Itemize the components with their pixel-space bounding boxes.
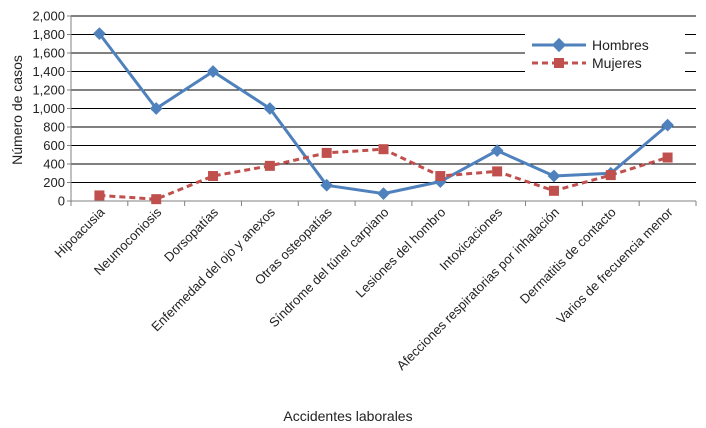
data-point-hombres xyxy=(206,65,220,78)
data-point-mujeres xyxy=(548,185,559,196)
y-tick-label: 400 xyxy=(43,157,65,172)
x-axis-title: Accidentes laborales xyxy=(283,408,412,424)
y-tick-labels: 0 200 400 600 800 1,000 1,200 1,400 1,600 1,800 2,… xyxy=(32,9,65,209)
legend-label-mujeres: Mujeres xyxy=(592,55,642,71)
legend-marker-hombres xyxy=(551,37,567,53)
data-point-hombres xyxy=(490,144,504,157)
data-point-mujeres xyxy=(208,171,219,182)
x-tick-label: Hipoacusia xyxy=(51,204,108,261)
legend-marker-mujeres xyxy=(554,58,564,68)
x-tick-labels: HipoacusiaNeumoconiosisDorsopatíasEnferm… xyxy=(51,204,676,373)
data-point-hombres xyxy=(320,178,334,192)
data-point-hombres xyxy=(377,187,390,200)
y-axis-title: Número de casos xyxy=(9,55,25,165)
data-point-mujeres xyxy=(605,170,616,181)
data-point-mujeres xyxy=(378,144,389,155)
y-tick-label: 600 xyxy=(43,138,65,153)
gridlines xyxy=(71,15,696,183)
y-tick-label: 1,200 xyxy=(32,83,65,98)
y-tick-label: 0 xyxy=(58,194,65,209)
data-point-mujeres xyxy=(435,171,446,182)
data-point-mujeres xyxy=(151,194,162,205)
y-tick-label: 1,400 xyxy=(32,64,65,79)
y-tick-label: 2,000 xyxy=(32,9,65,24)
x-tick-label: Dorsopatías xyxy=(161,204,222,265)
data-point-hombres xyxy=(547,169,561,183)
y-tick-label: 1,800 xyxy=(32,27,65,42)
x-tick-label: Dermatitis de contacto xyxy=(517,205,619,307)
data-point-hombres xyxy=(263,102,277,115)
data-point-hombres xyxy=(149,102,163,115)
data-point-mujeres xyxy=(321,147,332,158)
y-tick-label: 1,000 xyxy=(32,101,65,116)
x-tick-label: Varios de frecuencia menor xyxy=(553,204,676,327)
axes xyxy=(67,15,697,206)
y-tick-label: 200 xyxy=(43,175,65,190)
data-point-mujeres xyxy=(662,152,673,163)
data-point-mujeres xyxy=(264,160,275,171)
legend-background xyxy=(525,33,685,73)
legend-label-hombres: Hombres xyxy=(592,37,649,53)
y-tick-label: 1,600 xyxy=(32,46,65,61)
series-mujeres xyxy=(94,144,673,205)
y-tick-label: 800 xyxy=(43,120,65,135)
data-point-mujeres xyxy=(492,166,503,177)
data-point-mujeres xyxy=(94,190,105,201)
x-tick-label: Síndrome del túnel carpiano xyxy=(266,205,392,331)
legend: Hombres Mujeres xyxy=(525,33,685,73)
